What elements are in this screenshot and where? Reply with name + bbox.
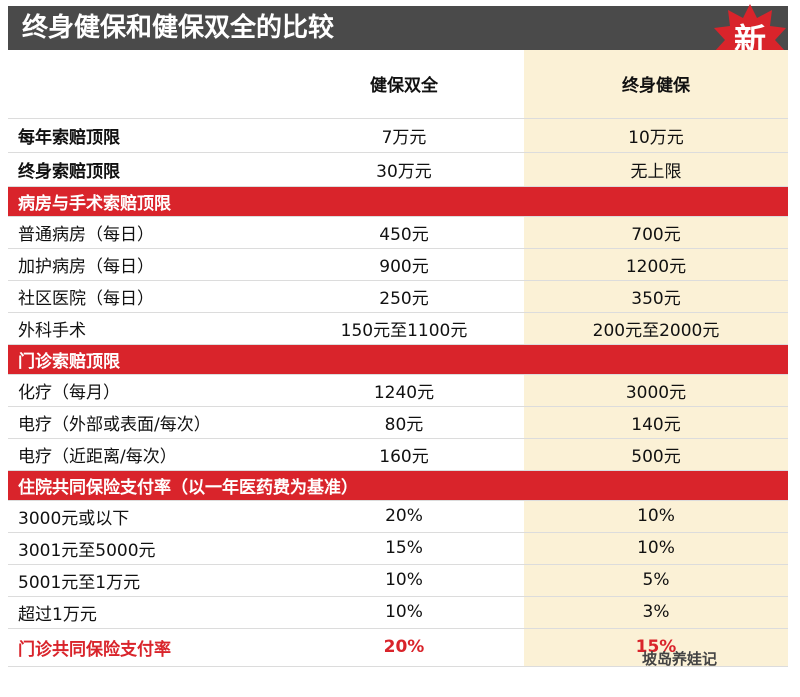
plan-a-value: 1240元 <box>284 374 524 407</box>
row-label: 化疗（每月） <box>8 374 284 407</box>
section-title: 住院共同保险支付率（以一年医药费为基准） <box>8 470 788 501</box>
plan-a-value: 900元 <box>284 248 524 281</box>
table-row: 终身索赔顶限 30万元 无上限 <box>8 152 788 187</box>
section-header: 住院共同保险支付率（以一年医药费为基准） <box>8 470 788 501</box>
page-title: 终身健保和健保双全的比较 <box>8 6 788 50</box>
plan-a-value: 450元 <box>284 216 524 249</box>
plan-b-value: 5% <box>524 564 788 597</box>
plan-b-value: 10% <box>524 532 788 565</box>
table-row: 普通病房（每日） 450元 700元 <box>8 216 788 249</box>
plan-b-value: 140元 <box>524 406 788 439</box>
plan-b-value: 无上限 <box>524 152 788 187</box>
table-row: 5001元至1万元 10% 5% <box>8 564 788 597</box>
table-row: 外科手术 150元至1100元 200元至2000元 <box>8 312 788 345</box>
row-label: 5001元至1万元 <box>8 564 284 597</box>
comparison-table: 健保双全 终身健保 每年索赔顶限 7万元 10万元 终身索赔顶限 30万元 无上… <box>8 50 788 667</box>
plan-b-value: 15% <box>524 628 788 667</box>
table-row: 3001元至5000元 15% 10% <box>8 532 788 565</box>
plan-b-value: 3000元 <box>524 374 788 407</box>
table-row: 电疗（外部或表面/每次） 80元 140元 <box>8 406 788 439</box>
plan-b-value: 1200元 <box>524 248 788 281</box>
section-title: 病房与手术索赔顶限 <box>8 186 284 217</box>
plan-a-value: 20% <box>284 500 524 533</box>
plan-a-value: 150元至1100元 <box>284 312 524 345</box>
row-label: 社区医院（每日） <box>8 280 284 313</box>
plan-b-value: 10万元 <box>524 118 788 153</box>
row-label: 终身索赔顶限 <box>8 152 284 187</box>
plan-a-value: 7万元 <box>284 118 524 153</box>
plan-b-value: 350元 <box>524 280 788 313</box>
section-title: 门诊索赔顶限 <box>8 344 284 375</box>
section-header: 病房与手术索赔顶限 <box>8 186 788 217</box>
plan-b-value: 10% <box>524 500 788 533</box>
table-row: 3000元或以下 20% 10% <box>8 500 788 533</box>
plan-a-value: 10% <box>284 596 524 629</box>
row-label: 外科手术 <box>8 312 284 345</box>
watermark-text: 坡岛养娃记 <box>642 650 718 668</box>
plan-b-value: 700元 <box>524 216 788 249</box>
table-header-row: 健保双全 终身健保 <box>8 50 788 119</box>
plan-a-value: 250元 <box>284 280 524 313</box>
header-empty <box>8 50 284 119</box>
row-label: 加护病房（每日） <box>8 248 284 281</box>
table-row: 化疗（每月） 1240元 3000元 <box>8 374 788 407</box>
plan-a-value: 10% <box>284 564 524 597</box>
plan-b-value: 3% <box>524 596 788 629</box>
header-plan-a: 健保双全 <box>284 50 524 119</box>
section-header: 门诊索赔顶限 <box>8 344 788 375</box>
row-label: 电疗（近距离/每次） <box>8 438 284 471</box>
plan-a-value: 30万元 <box>284 152 524 187</box>
plan-b-value: 500元 <box>524 438 788 471</box>
table-row: 超过1万元 10% 3% <box>8 596 788 629</box>
row-label: 每年索赔顶限 <box>8 118 284 153</box>
table-row: 电疗（近距离/每次） 160元 500元 <box>8 438 788 471</box>
row-label: 超过1万元 <box>8 596 284 629</box>
final-row: 门诊共同保险支付率 20% 15% <box>8 628 788 667</box>
plan-a-value: 20% <box>284 628 524 667</box>
table-row: 加护病房（每日） 900元 1200元 <box>8 248 788 281</box>
plan-a-value: 80元 <box>284 406 524 439</box>
table-row: 社区医院（每日） 250元 350元 <box>8 280 788 313</box>
row-label: 普通病房（每日） <box>8 216 284 249</box>
row-label: 电疗（外部或表面/每次） <box>8 406 284 439</box>
plan-a-value: 15% <box>284 532 524 565</box>
plan-a-value: 160元 <box>284 438 524 471</box>
plan-b-value: 200元至2000元 <box>524 312 788 345</box>
row-label: 3001元至5000元 <box>8 532 284 565</box>
row-label: 门诊共同保险支付率 <box>8 628 284 667</box>
row-label: 3000元或以下 <box>8 500 284 533</box>
header-plan-b: 终身健保 <box>524 50 788 119</box>
table-row: 每年索赔顶限 7万元 10万元 <box>8 118 788 153</box>
